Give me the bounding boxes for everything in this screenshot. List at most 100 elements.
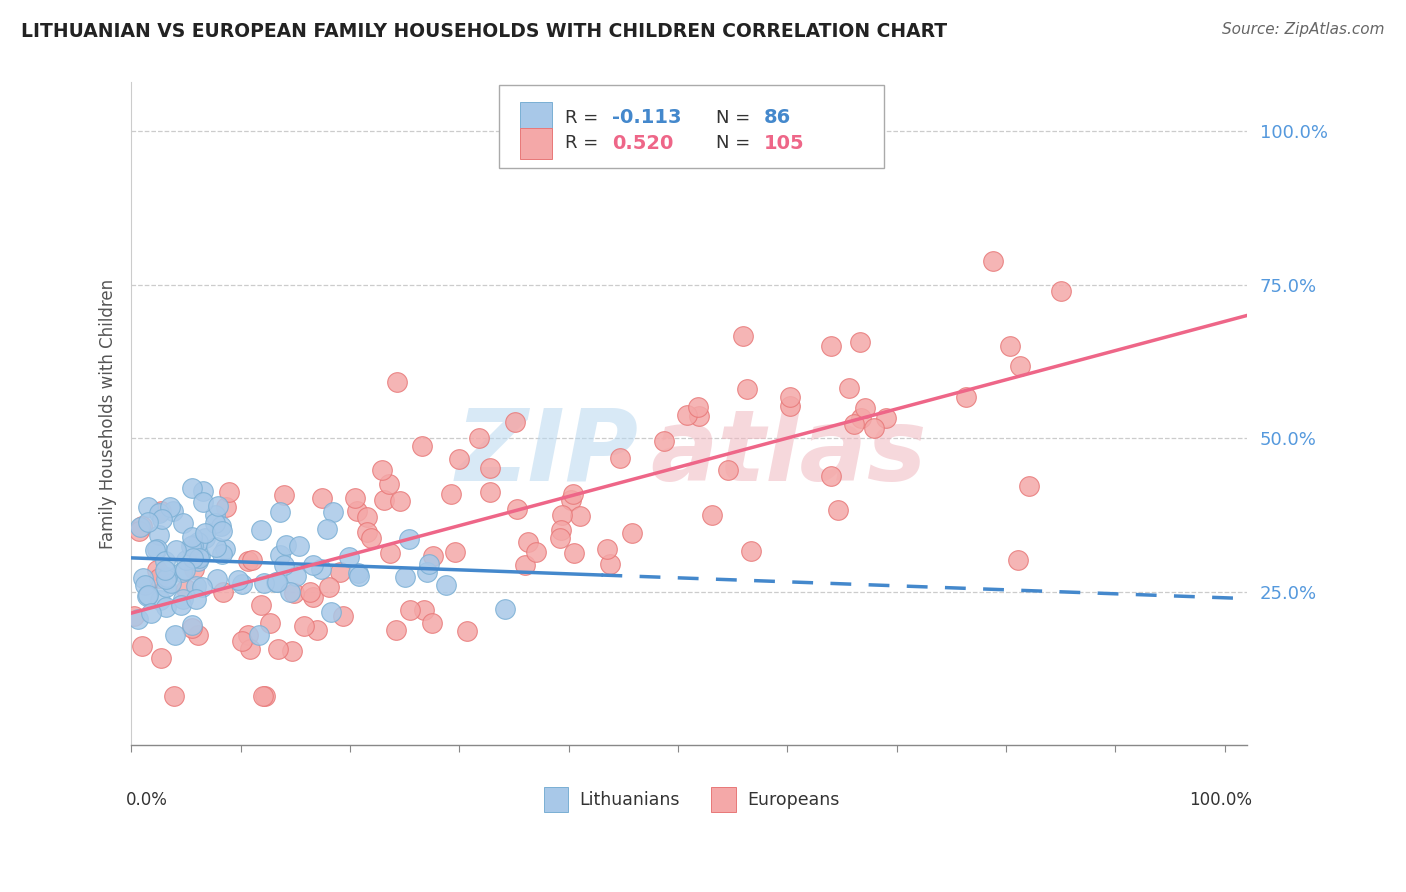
Text: Source: ZipAtlas.com: Source: ZipAtlas.com	[1222, 22, 1385, 37]
Point	[524, 545, 547, 559]
Point	[188, 549, 211, 563]
Point	[181, 481, 204, 495]
Text: R =: R =	[565, 135, 605, 153]
Point	[139, 606, 162, 620]
Point	[207, 499, 229, 513]
Point	[456, 624, 478, 638]
Point	[149, 503, 172, 517]
Point	[143, 543, 166, 558]
Point	[250, 523, 273, 537]
Point	[249, 598, 271, 612]
Point	[193, 494, 215, 508]
Point	[998, 339, 1021, 353]
Point	[153, 554, 176, 568]
Point	[844, 417, 866, 431]
Text: 0.0%: 0.0%	[125, 790, 167, 808]
Point	[129, 520, 152, 534]
Point	[215, 500, 238, 514]
Point	[717, 463, 740, 477]
Point	[851, 411, 873, 425]
Point	[124, 608, 146, 623]
Point	[676, 408, 699, 422]
Point	[211, 524, 233, 538]
Point	[205, 572, 228, 586]
Point	[273, 488, 295, 502]
Point	[172, 516, 194, 530]
Point	[356, 524, 378, 539]
Point	[283, 585, 305, 599]
Point	[211, 547, 233, 561]
Point	[321, 605, 343, 619]
Point	[347, 568, 370, 582]
Text: ZIP: ZIP	[456, 405, 638, 502]
Point	[160, 575, 183, 590]
Point	[184, 592, 207, 607]
Point	[226, 574, 249, 588]
Point	[162, 504, 184, 518]
Point	[183, 562, 205, 576]
Point	[1050, 284, 1073, 298]
Point	[302, 558, 325, 572]
FancyBboxPatch shape	[499, 86, 884, 168]
Point	[184, 579, 207, 593]
Point	[434, 578, 457, 592]
Text: 0.520: 0.520	[612, 134, 673, 153]
Point	[204, 516, 226, 530]
Point	[1007, 553, 1029, 567]
Point	[548, 531, 571, 545]
Point	[515, 558, 537, 572]
Point	[131, 519, 153, 533]
Point	[318, 580, 340, 594]
Point	[209, 519, 232, 533]
Point	[294, 619, 316, 633]
Point	[517, 535, 540, 549]
Point	[131, 570, 153, 584]
Point	[285, 569, 308, 583]
Point	[181, 530, 204, 544]
Point	[838, 380, 860, 394]
Point	[412, 603, 434, 617]
Point	[385, 376, 408, 390]
Point	[180, 621, 202, 635]
Point	[231, 634, 253, 648]
Point	[316, 522, 339, 536]
Point	[181, 538, 204, 552]
Point	[356, 509, 378, 524]
Point	[332, 609, 354, 624]
Point	[148, 528, 170, 542]
Point	[145, 541, 167, 556]
Text: N =: N =	[716, 135, 755, 153]
Text: atlas: atlas	[650, 405, 927, 502]
Point	[276, 538, 298, 552]
Text: 100.0%: 100.0%	[1189, 790, 1253, 808]
Point	[779, 390, 801, 404]
Point	[1010, 359, 1032, 373]
Point	[346, 504, 368, 518]
Point	[155, 572, 177, 586]
Point	[281, 644, 304, 658]
Text: R =: R =	[565, 109, 605, 127]
Point	[187, 550, 209, 565]
Point	[378, 546, 401, 560]
Point	[373, 493, 395, 508]
Point	[205, 540, 228, 554]
Point	[731, 329, 754, 343]
Point	[180, 617, 202, 632]
Point	[688, 409, 710, 423]
Point	[236, 627, 259, 641]
Point	[853, 401, 876, 416]
Point	[478, 484, 501, 499]
Text: -0.113: -0.113	[612, 108, 682, 127]
Point	[181, 550, 204, 565]
Point	[134, 577, 156, 591]
Point	[191, 484, 214, 499]
Point	[418, 558, 440, 572]
Point	[398, 533, 420, 547]
Point	[384, 623, 406, 637]
Point	[820, 469, 842, 483]
Point	[505, 501, 527, 516]
Point	[562, 487, 585, 501]
Point	[148, 570, 170, 584]
Point	[1018, 479, 1040, 493]
Point	[337, 549, 360, 564]
